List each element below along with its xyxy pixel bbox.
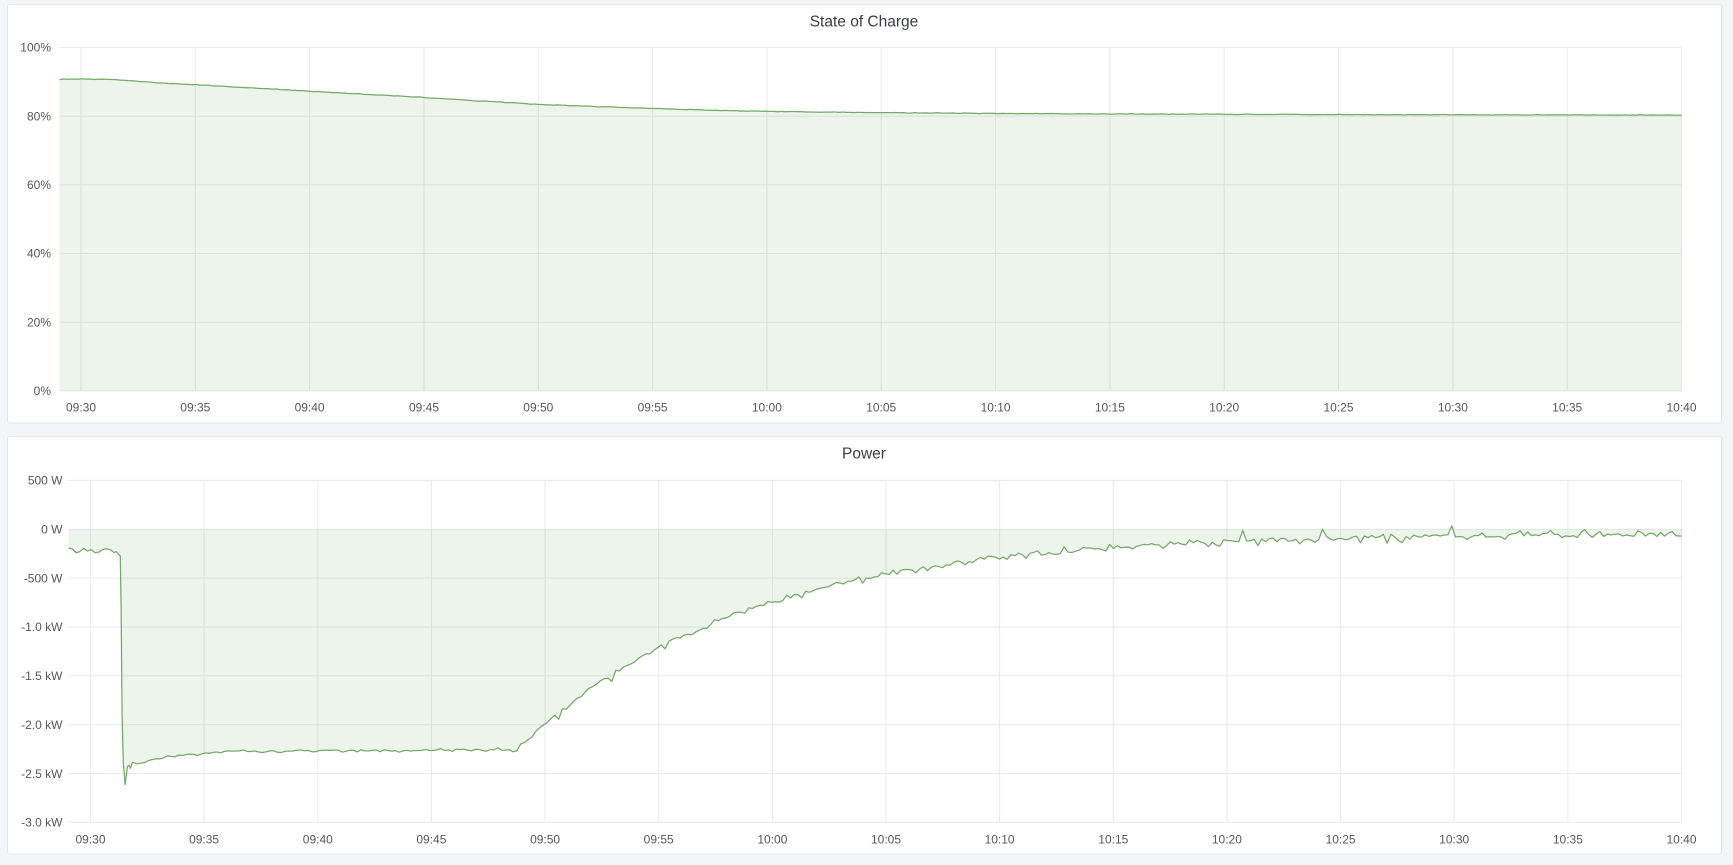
svg-text:09:35: 09:35: [189, 832, 219, 846]
svg-text:09:40: 09:40: [303, 832, 333, 846]
svg-text:Power: Power: [842, 446, 886, 463]
svg-text:-2.5 kW: -2.5 kW: [21, 767, 63, 781]
svg-text:0 W: 0 W: [41, 523, 63, 537]
svg-text:-500 W: -500 W: [24, 571, 63, 585]
svg-text:09:30: 09:30: [66, 400, 96, 414]
svg-text:-3.0 kW: -3.0 kW: [21, 816, 63, 830]
svg-text:10:40: 10:40: [1666, 400, 1696, 414]
svg-text:10:20: 10:20: [1212, 832, 1242, 846]
svg-text:20%: 20%: [27, 315, 51, 329]
svg-text:10:00: 10:00: [752, 400, 782, 414]
svg-text:80%: 80%: [27, 109, 51, 123]
svg-text:40%: 40%: [27, 247, 51, 261]
svg-text:09:45: 09:45: [409, 400, 439, 414]
svg-text:10:40: 10:40: [1666, 832, 1696, 846]
svg-text:09:55: 09:55: [638, 400, 668, 414]
svg-text:100%: 100%: [20, 41, 51, 55]
svg-text:10:05: 10:05: [871, 832, 901, 846]
svg-text:10:30: 10:30: [1438, 400, 1468, 414]
svg-text:10:35: 10:35: [1553, 832, 1583, 846]
svg-text:09:35: 09:35: [180, 400, 210, 414]
svg-text:10:15: 10:15: [1095, 400, 1125, 414]
svg-text:10:30: 10:30: [1439, 832, 1469, 846]
svg-text:10:10: 10:10: [985, 832, 1015, 846]
svg-text:10:25: 10:25: [1323, 400, 1353, 414]
svg-text:-1.0 kW: -1.0 kW: [21, 620, 63, 634]
svg-text:09:45: 09:45: [416, 832, 446, 846]
svg-text:10:25: 10:25: [1326, 832, 1356, 846]
svg-text:10:05: 10:05: [866, 400, 896, 414]
svg-text:-2.0 kW: -2.0 kW: [21, 718, 63, 732]
svg-text:10:20: 10:20: [1209, 400, 1239, 414]
svg-text:09:50: 09:50: [523, 400, 553, 414]
svg-text:10:10: 10:10: [981, 400, 1011, 414]
svg-text:0%: 0%: [34, 384, 52, 398]
svg-text:-1.5 kW: -1.5 kW: [21, 669, 63, 683]
svg-text:10:15: 10:15: [1098, 832, 1128, 846]
svg-text:09:55: 09:55: [644, 832, 674, 846]
svg-text:09:30: 09:30: [75, 832, 105, 846]
svg-text:09:50: 09:50: [530, 832, 560, 846]
svg-text:500 W: 500 W: [28, 474, 63, 488]
svg-text:10:00: 10:00: [757, 832, 787, 846]
svg-text:60%: 60%: [27, 178, 51, 192]
svg-text:10:35: 10:35: [1552, 400, 1582, 414]
svg-text:State of Charge: State of Charge: [810, 14, 919, 31]
svg-text:09:40: 09:40: [295, 400, 325, 414]
